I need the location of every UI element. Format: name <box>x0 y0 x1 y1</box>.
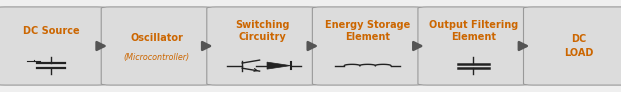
FancyBboxPatch shape <box>207 7 317 85</box>
Text: Oscillator: Oscillator <box>130 33 183 43</box>
Text: DC Source: DC Source <box>22 26 79 36</box>
FancyBboxPatch shape <box>101 7 212 85</box>
Text: Switching
Circuitry: Switching Circuitry <box>235 20 289 42</box>
FancyBboxPatch shape <box>524 7 621 85</box>
Text: Output Filtering
Element: Output Filtering Element <box>428 20 518 42</box>
FancyBboxPatch shape <box>0 7 106 85</box>
FancyBboxPatch shape <box>312 7 423 85</box>
Text: (Microcontroller): (Microcontroller) <box>124 53 189 62</box>
Text: DC
LOAD: DC LOAD <box>564 34 594 58</box>
FancyBboxPatch shape <box>418 7 528 85</box>
Polygon shape <box>267 62 291 69</box>
Text: Energy Storage
Element: Energy Storage Element <box>325 20 410 42</box>
